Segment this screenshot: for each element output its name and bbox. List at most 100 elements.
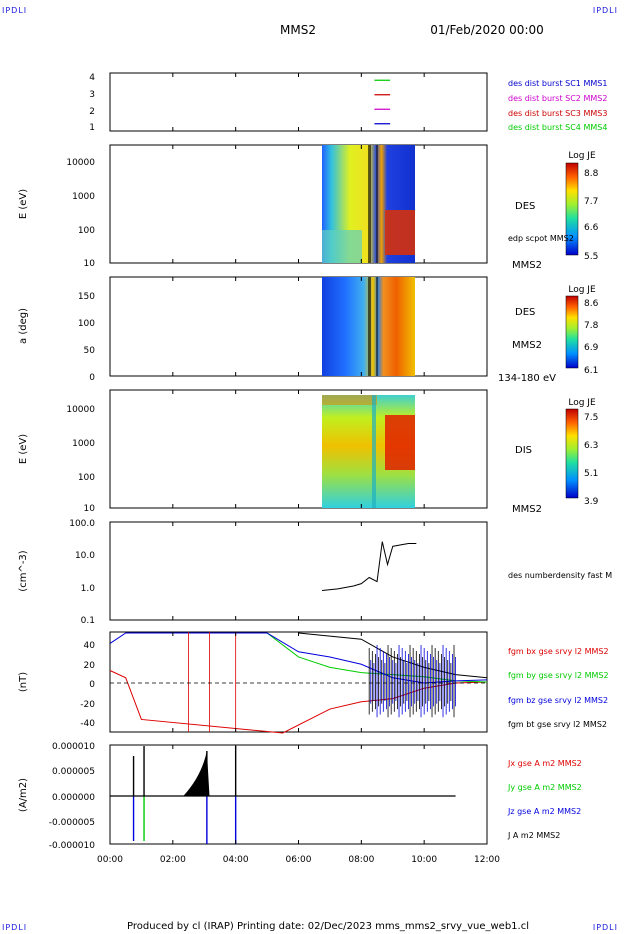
cb3-tick: 6.3	[584, 441, 598, 451]
legend-density: des numberdensity fast M	[508, 571, 612, 580]
ytick: -0.000010	[49, 841, 95, 851]
des-energy-spectrogram	[322, 145, 415, 263]
ytick: 1000	[72, 192, 95, 202]
ytick: 100	[78, 226, 95, 236]
cb2-tick: 8.6	[584, 299, 599, 309]
ylabel-bfield: (nT)	[18, 672, 29, 692]
x-tick-label: 10:00	[411, 855, 437, 865]
cb2-tick: 7.8	[584, 321, 599, 331]
colorbar-des-energy: Log JE 8.8 7.7 6.6 5.5	[565, 151, 599, 262]
ytick: 0.1	[81, 616, 95, 626]
ytick: 100.0	[69, 519, 95, 529]
ytick: 1	[89, 123, 95, 133]
colorbar-dis-energy: Log JE 7.5 6.3 5.1 3.9	[565, 398, 599, 507]
legend-jz: Jz gse A m2 MMS2	[507, 807, 581, 816]
ytick: 100	[78, 319, 95, 329]
ytick: 3	[89, 90, 95, 100]
ytick: 0.000010	[52, 742, 95, 752]
corner-label-top-right: IPDLI	[592, 6, 618, 15]
legend-mms1: des dist burst SC1 MMS1	[508, 79, 607, 88]
dis-energy-spacecraft: MMS2	[512, 504, 542, 515]
ylabel-des-energy: E (eV)	[18, 189, 29, 219]
x-tick-label: 00:00	[97, 855, 123, 865]
panel-current-frame	[109, 744, 488, 845]
ytick: -0.000005	[49, 818, 95, 828]
legend-by: fgm by gse srvy l2 MMS2	[508, 671, 609, 680]
dis-instrument-label: DIS	[515, 445, 532, 456]
ytick: 150	[78, 292, 95, 302]
cb1-tick: 6.6	[584, 223, 599, 233]
ytick: 10	[84, 504, 96, 514]
cb1-tick: 7.7	[584, 197, 598, 207]
density-line	[322, 541, 417, 591]
ytick: 10000	[66, 405, 95, 415]
corner-label-top-left: IPDLI	[2, 6, 28, 15]
x-tick-label: 06:00	[286, 855, 312, 865]
ytick: 10	[84, 259, 96, 269]
colorbar-des-pitch-label: Log JE	[568, 285, 596, 295]
legend-mms4: des dist burst SC4 MMS4	[508, 123, 607, 132]
ytick: 50	[84, 346, 96, 356]
ytick: 0	[89, 373, 95, 383]
corner-label-bottom-left: IPDLI	[2, 923, 28, 932]
dis-energy-spectrogram	[322, 395, 415, 508]
ytick: 40	[84, 641, 96, 651]
legend-bx: fgm bx gse srvy l2 MMS2	[508, 647, 609, 656]
ytick: 10.0	[75, 551, 95, 561]
panel-density-frame	[109, 521, 488, 621]
des-instrument-label: DES	[515, 201, 535, 212]
cb3-tick: 3.9	[584, 497, 599, 507]
panel-dis-energy-frame	[109, 389, 488, 509]
ytick: 4	[89, 73, 95, 83]
x-tick-label: 04:00	[223, 855, 249, 865]
colorbar-des-energy-label: Log JE	[568, 151, 596, 161]
ytick: 20	[84, 661, 96, 671]
cb2-tick: 6.1	[584, 366, 598, 376]
cb1-tick: 5.5	[584, 252, 598, 262]
legend-mms2: des dist burst SC2 MMS2	[508, 94, 607, 103]
legend-bz: fgm bz gse srvy l2 MMS2	[508, 696, 608, 705]
ylabel-dis-energy: E (eV)	[18, 434, 29, 464]
footer-text: Produced by cl (IRAP) Printing date: 02/…	[127, 921, 529, 932]
des-pitch-instrument: DES	[515, 307, 535, 318]
colorbar-des-pitch: Log JE 8.6 7.8 6.9 6.1	[565, 285, 599, 376]
current-bump	[183, 751, 210, 796]
ylabel-des-pitch: a (deg)	[18, 308, 29, 344]
panel-availability-frame	[109, 72, 488, 132]
ytick: 1000	[72, 439, 95, 449]
x-tick-label: 08:00	[348, 855, 374, 865]
ytick: -20	[80, 700, 95, 710]
ytick: 0.000005	[52, 767, 95, 777]
panel-des-energy-frame	[109, 144, 488, 264]
cb2-tick: 6.9	[584, 343, 599, 353]
cb1-tick: 8.8	[584, 169, 599, 179]
ytick: 1.0	[81, 584, 96, 594]
panel-des-pitch-frame	[109, 276, 488, 377]
ytick: 10000	[66, 158, 95, 168]
legend-mms3: des dist burst SC3 MMS3	[508, 109, 607, 118]
spacecraft-title: MMS2	[280, 23, 316, 37]
x-tick-label: 02:00	[160, 855, 186, 865]
des-energy-spacecraft: MMS2	[512, 260, 542, 271]
ytick: 0.000000	[52, 793, 95, 803]
legend-bt: fgm bt gse srvy l2 MMS2	[508, 720, 607, 729]
ytick: 2	[89, 107, 95, 117]
ylabel-current: (A/m2)	[18, 778, 29, 812]
des-pitch-spectrogram	[322, 277, 415, 376]
cb3-tick: 7.5	[584, 413, 598, 423]
ytick: 100	[78, 473, 95, 483]
legend-jx: Jx gse A m2 MMS2	[507, 759, 582, 768]
ytick: -40	[80, 719, 95, 729]
colorbar-dis-energy-label: Log JE	[568, 398, 596, 408]
cb3-tick: 5.1	[584, 469, 598, 479]
date-title: 01/Feb/2020 00:00	[430, 23, 544, 37]
ytick: 0	[89, 680, 95, 690]
x-tick-label: 12:00	[474, 855, 500, 865]
des-pitch-spacecraft: MMS2	[512, 340, 542, 351]
legend-jy: Jy gse A m2 MMS2	[507, 783, 582, 792]
legend-j: J A m2 MMS2	[507, 831, 560, 840]
des-pitch-energy-range: 134-180 eV	[498, 373, 556, 384]
ylabel-density: (cm^-3)	[18, 550, 29, 591]
edp-scpot-annotation: edp scpot MMS2	[508, 234, 574, 243]
